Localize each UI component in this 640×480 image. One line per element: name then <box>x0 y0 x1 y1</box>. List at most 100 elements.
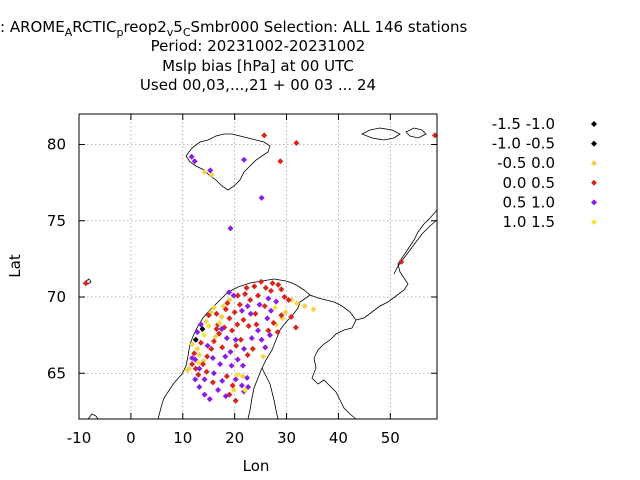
title-line-4: Used 00,03,...,21 + 00 03 ... 24 <box>140 76 376 94</box>
data-point <box>239 362 246 369</box>
data-point <box>267 307 274 314</box>
data-point <box>210 370 217 377</box>
data-point <box>201 332 208 339</box>
coastline-kola-white-sea <box>309 294 357 420</box>
data-point <box>260 353 267 360</box>
data-point <box>188 153 195 160</box>
data-point <box>248 335 255 342</box>
data-point <box>82 280 89 287</box>
data-point <box>204 342 211 349</box>
data-point <box>274 329 281 336</box>
coastline-scandinavia <box>157 278 311 420</box>
legend-marker <box>591 121 597 127</box>
data-point <box>258 194 265 201</box>
coastline-russia <box>355 209 438 321</box>
x-axis-label: Lon <box>243 457 270 475</box>
title-line-1-part-e: Smbr000 Selection: ALL 146 stations <box>191 18 468 36</box>
data-point <box>232 397 239 404</box>
y-axis-label: Lat <box>6 254 24 278</box>
data-point <box>265 327 272 334</box>
legend-marker <box>591 199 597 206</box>
data-point <box>293 139 300 146</box>
data-point <box>189 361 196 368</box>
data-point <box>242 290 249 297</box>
station-points <box>82 132 438 404</box>
data-point <box>223 335 230 342</box>
data-point <box>281 294 288 300</box>
x-tick-label: 50 <box>381 429 400 447</box>
title-line-1-part-c: reop2 <box>123 18 166 36</box>
data-point <box>219 344 226 351</box>
data-point <box>238 382 245 389</box>
coastline-novaya-zemlya <box>393 219 438 275</box>
data-point <box>195 371 202 378</box>
legend-label: 1.0 1.5 <box>503 213 555 231</box>
data-point <box>204 353 211 360</box>
data-point <box>237 336 244 343</box>
y-tick-label: 80 <box>47 136 66 154</box>
data-point <box>216 330 223 337</box>
data-point <box>199 326 206 333</box>
data-point <box>216 319 223 326</box>
data-point <box>207 167 214 174</box>
data-point <box>273 298 280 305</box>
data-point <box>256 301 263 308</box>
data-point <box>210 304 217 311</box>
data-point <box>184 367 191 374</box>
data-point <box>213 310 220 317</box>
axis-ticks: -10 0 10 20 30 40 50 65 70 75 80 <box>47 114 437 447</box>
legend-label: -1.5 -1.0 <box>492 115 555 133</box>
data-point <box>192 376 199 383</box>
data-point <box>253 321 260 328</box>
legend-label: -0.5 0.0 <box>497 154 555 172</box>
y-tick-label: 70 <box>47 288 66 306</box>
data-point <box>234 292 241 299</box>
title-line-1: : AROMEARCTICpreop2v5CSmbr000 Selection:… <box>0 18 467 39</box>
data-point <box>285 297 292 304</box>
data-point <box>201 376 208 383</box>
data-point <box>209 379 216 386</box>
data-point <box>244 374 251 381</box>
data-point <box>222 306 229 313</box>
data-point <box>206 396 213 403</box>
x-tick-label: 0 <box>126 429 136 447</box>
data-point <box>194 345 201 352</box>
data-point <box>213 326 220 333</box>
data-point <box>292 324 299 331</box>
data-point <box>205 322 212 329</box>
data-point <box>201 168 208 175</box>
title-line-1-part-a: : AROME <box>0 18 65 36</box>
title-line-1-sub-2: p <box>116 26 123 39</box>
data-point <box>398 258 405 265</box>
x-tick-label: 10 <box>173 429 192 447</box>
data-point <box>267 287 274 294</box>
data-point <box>229 327 236 334</box>
data-point <box>234 356 241 363</box>
legend-marker <box>591 219 597 225</box>
data-point <box>209 355 216 361</box>
data-point <box>227 225 234 232</box>
coastline-bothnia <box>261 367 279 420</box>
title-line-1-sub-4: C <box>183 26 191 39</box>
data-point <box>258 336 265 343</box>
data-point <box>192 365 199 372</box>
legend-marker <box>591 140 597 147</box>
data-point <box>203 318 210 325</box>
data-point <box>245 322 252 329</box>
coastline-svalbard <box>185 133 271 191</box>
data-point <box>293 300 300 307</box>
data-point <box>223 373 230 380</box>
data-point <box>200 361 207 368</box>
data-point <box>269 280 276 287</box>
data-point <box>227 348 234 355</box>
data-point <box>242 387 249 394</box>
data-point <box>238 307 245 314</box>
legend-marker <box>591 160 597 167</box>
data-point <box>197 321 204 328</box>
data-point <box>243 284 250 291</box>
data-point <box>210 338 217 345</box>
x-tick-label: -10 <box>67 429 92 447</box>
data-point <box>277 158 284 165</box>
data-point <box>236 301 243 308</box>
title-line-1-part-b: RCTIC <box>72 18 116 36</box>
